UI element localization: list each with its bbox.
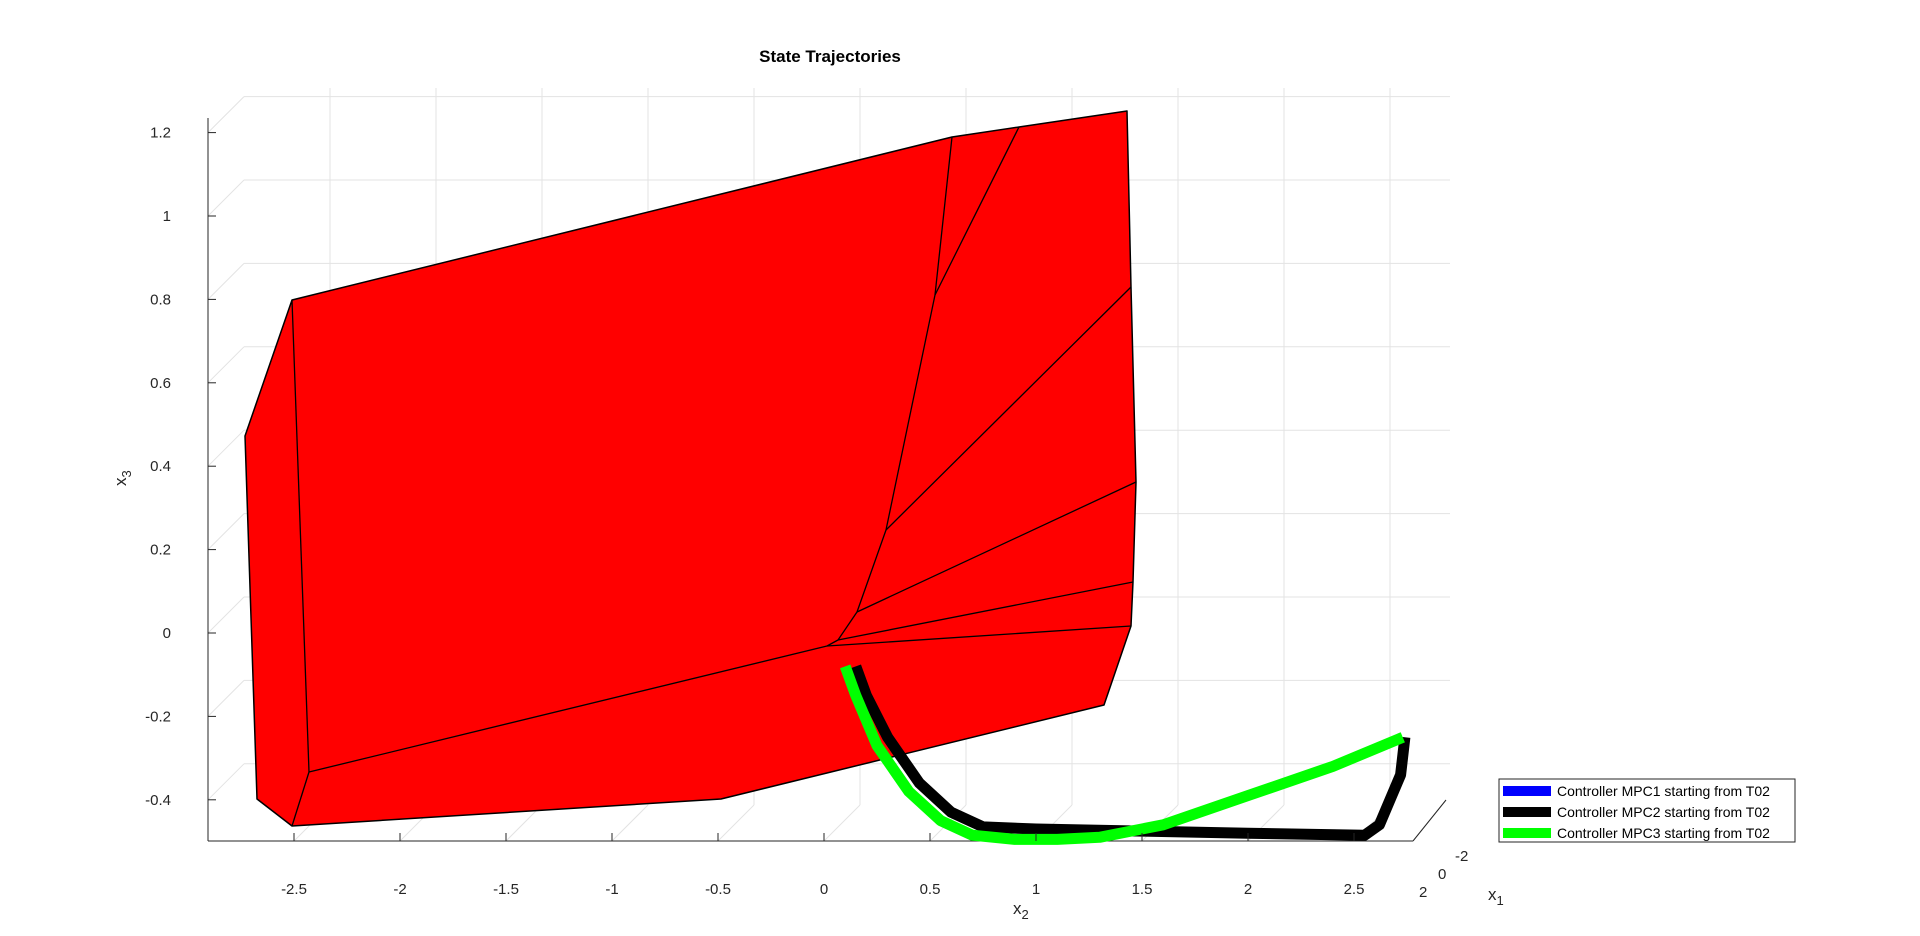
legend-label: Controller MPC2 starting from T02 bbox=[1557, 804, 1770, 820]
x1-tick-label: 0 bbox=[1438, 866, 1446, 883]
region-facet-edge bbox=[291, 299, 310, 773]
x1-axis-label: x1 bbox=[1488, 885, 1504, 908]
x3-tick-label: 1.2 bbox=[150, 125, 171, 142]
grid-line bbox=[207, 346, 245, 384]
grid-line bbox=[823, 804, 861, 842]
svg-text:x3: x3 bbox=[111, 470, 134, 486]
x3-tick-label: 0.4 bbox=[150, 458, 171, 475]
region-outline bbox=[244, 110, 1137, 827]
region-facet-edge bbox=[308, 645, 828, 773]
grid-line bbox=[207, 513, 245, 550]
x2-tick-label: -0.5 bbox=[705, 881, 731, 898]
chart-title: State Trajectories bbox=[759, 47, 901, 66]
grid-line bbox=[207, 596, 245, 634]
x3-tick-label: 1 bbox=[163, 208, 171, 225]
trajectory-series-3 bbox=[840, 664, 1405, 845]
legend: Controller MPC1 starting from T02 Control… bbox=[1498, 778, 1796, 843]
grid-line bbox=[611, 804, 649, 842]
region-facet-edge bbox=[291, 771, 310, 827]
region-facet-edge bbox=[856, 529, 887, 613]
region-facet-edge bbox=[826, 625, 1132, 647]
x3-tick-label: -0.4 bbox=[145, 792, 171, 809]
x1-tick-label: -2 bbox=[1455, 848, 1468, 865]
grid-line bbox=[207, 763, 245, 801]
x2-tick-label: -1.5 bbox=[493, 881, 519, 898]
trajectory-series-2 bbox=[850, 664, 1411, 841]
region-facet-edge bbox=[837, 581, 1134, 641]
x2-tick-label: 2 bbox=[1244, 881, 1252, 898]
trajectories bbox=[840, 664, 1411, 845]
region-facet-edge bbox=[885, 294, 936, 531]
x1-tick-label: 2 bbox=[1419, 884, 1427, 901]
grid-line bbox=[717, 804, 755, 842]
tick-labels: -2.5 -2 -1.5 -1 -0.5 0 0.5 1 1.5 2 2.5 -0.4 -0.2 0 0.2… bbox=[145, 125, 1468, 901]
region-facet-edge bbox=[837, 611, 858, 641]
x3-tick-label: 0.6 bbox=[150, 375, 171, 392]
region-facet-edge bbox=[934, 136, 953, 296]
grid-line bbox=[207, 96, 245, 133]
x2-tick-label: 0.5 bbox=[920, 881, 941, 898]
legend-label: Controller MPC3 starting from T02 bbox=[1557, 825, 1770, 841]
x3-tick-label: 0 bbox=[163, 625, 171, 642]
region-facet-edge bbox=[885, 286, 1132, 531]
grid-line bbox=[207, 429, 245, 467]
x2-tick-label: -1 bbox=[605, 881, 618, 898]
x2-tick-label: 0 bbox=[820, 881, 828, 898]
x2-axis-label: x2 bbox=[1013, 899, 1029, 922]
axes-box bbox=[207, 118, 1447, 842]
x3-tick-label: 0.2 bbox=[150, 542, 171, 559]
x2-tick-label: -2.5 bbox=[281, 881, 307, 898]
x2-tick-label: 1 bbox=[1032, 881, 1040, 898]
x3-tick-label: -0.2 bbox=[145, 708, 171, 725]
grid-line bbox=[207, 263, 245, 300]
x3-axis-label: x3 bbox=[111, 470, 134, 486]
x3-tick-label: 0.8 bbox=[150, 291, 171, 308]
x2-tick-label: 1.5 bbox=[1132, 881, 1153, 898]
red-region-polytope bbox=[244, 110, 1137, 827]
legend-label: Controller MPC1 starting from T02 bbox=[1557, 783, 1770, 799]
region-facet-edge bbox=[934, 126, 1020, 296]
x2-tick-label: 2.5 bbox=[1344, 881, 1365, 898]
x2-tick-label: -2 bbox=[393, 881, 406, 898]
region-facet-edge bbox=[826, 639, 839, 647]
region-facet-edge bbox=[856, 481, 1137, 613]
grid-line bbox=[207, 680, 245, 717]
x1-axis-line bbox=[1412, 799, 1447, 842]
grid-line bbox=[207, 179, 245, 217]
